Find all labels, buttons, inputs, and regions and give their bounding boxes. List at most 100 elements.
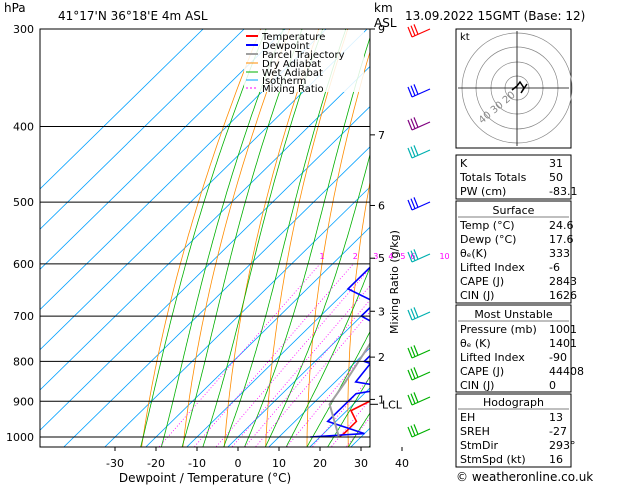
- most-unstable-row-label: θₑ (K): [460, 337, 491, 350]
- x-tick-label: 40: [395, 457, 409, 470]
- wind-barb-feather: [407, 369, 413, 381]
- legend: Temperature Dewpoint Parcel Trajectory D…: [244, 30, 364, 95]
- wind-barb: [407, 117, 431, 131]
- wind-barb-feather: [407, 347, 413, 359]
- wet-adiabat-line: [140, 29, 267, 447]
- wind-barb-feather: [413, 84, 419, 95]
- isotherm-line: [186, 266, 370, 447]
- mixing-ratio-line: [244, 299, 370, 447]
- surface-title: Surface: [493, 204, 535, 217]
- wind-barb-feather: [413, 424, 419, 435]
- legend-dewpoint: Dewpoint: [262, 41, 310, 52]
- wet-adiabat-line: [160, 29, 284, 447]
- mixing-ratio-line: [158, 263, 321, 447]
- wind-barb-feather: [407, 426, 413, 438]
- most-unstable-row-value: -90: [549, 351, 567, 364]
- wind-barb-feather: [410, 85, 416, 96]
- index-value: 50: [549, 171, 563, 184]
- pressure-tick-label: 500: [13, 196, 34, 209]
- most-unstable-row-value: 1001: [549, 323, 577, 336]
- wind-barb-feather: [410, 346, 416, 357]
- dry-adiabat-line: [347, 179, 370, 447]
- mixing-ratio-label: 4: [388, 252, 393, 261]
- index-label: Totals Totals: [459, 171, 527, 184]
- datetime-label: 13.09.2022 15GMT (Base: 12): [405, 9, 585, 23]
- wind-barb-feather: [410, 425, 416, 436]
- wind-barb-feather: [413, 117, 419, 128]
- wind-barb-feather: [407, 119, 413, 131]
- wind-barb-feather: [413, 367, 419, 378]
- wind-barb: [407, 345, 431, 359]
- background-lines: [40, 29, 629, 454]
- isotherm-line: [145, 226, 370, 447]
- surface-box: [455, 200, 572, 304]
- wind-barb-feather: [413, 249, 419, 260]
- wind-barb: [407, 24, 431, 38]
- wind-barb-feather: [413, 307, 419, 318]
- surface-row-value: 1626: [549, 289, 577, 302]
- legend-isotherm: Isotherm: [262, 76, 306, 87]
- hodograph-row-label: EH: [460, 411, 475, 424]
- wind-barb-feather: [410, 393, 416, 404]
- km-tick-label: 9: [378, 23, 385, 36]
- wind-barb-feather: [410, 368, 416, 379]
- series-parcel-trajectory: [328, 341, 370, 438]
- surface-row-value: 333: [549, 247, 570, 260]
- pressure-tick-label: 1000: [6, 431, 34, 444]
- indices-table: K 31 Totals Totals 50 PW (cm) -83.1 Surface Tem…: [455, 154, 584, 468]
- indices-box: [455, 154, 572, 200]
- surface-row-label: Dewp (°C): [460, 233, 516, 246]
- mixing-ratio-label: 5: [400, 252, 405, 261]
- pressure-tick-label: 300: [13, 23, 34, 36]
- hodograph-row-value: 16: [549, 453, 563, 466]
- hodograph-title: Hodograph: [483, 396, 544, 409]
- wind-barb-feather: [413, 197, 419, 208]
- km-tick-label: 2: [378, 351, 385, 364]
- isotherm-line: [268, 347, 370, 447]
- surface-row-label: CAPE (J): [460, 275, 504, 288]
- wind-barb-feather: [413, 24, 419, 35]
- surface-row-label: Temp (°C): [459, 219, 515, 232]
- surface-row-value: 24.6: [549, 219, 574, 232]
- surface-row-label: CIN (J): [460, 289, 494, 302]
- most-unstable-row-label: CAPE (J): [460, 365, 504, 378]
- pressure-tick-label: 800: [13, 355, 34, 368]
- dry-adiabat-line: [601, 29, 629, 454]
- wet-adiabat-line: [223, 29, 347, 447]
- x-tick-label: 10: [272, 457, 286, 470]
- dry-adiabat-line: [141, 29, 262, 447]
- x-tick-label: -30: [106, 457, 124, 470]
- km-tick-label: 5: [378, 252, 385, 265]
- pressure-tick-label: 700: [13, 310, 34, 323]
- hodograph-row-value: 293°: [549, 439, 576, 452]
- x-tick-label: 30: [354, 457, 368, 470]
- isotherm-line: [40, 106, 370, 431]
- wind-barb: [407, 84, 431, 98]
- index-label: K: [460, 157, 468, 170]
- mixing-ratio-label: 1: [320, 252, 325, 261]
- wind-barb-feather: [410, 118, 416, 129]
- wind-barb-feather: [410, 198, 416, 209]
- legend-parcel: Parcel Trajectory: [262, 50, 345, 61]
- index-value: -83.1: [549, 185, 577, 198]
- km-tick-label: 1: [378, 393, 385, 406]
- hodograph-trace: [511, 80, 528, 94]
- wind-barb: [407, 367, 431, 381]
- hodograph-row-label: SREH: [460, 425, 490, 438]
- x-axis-title: Dewpoint / Temperature (°C): [119, 471, 291, 485]
- mixing-ratio-line: [215, 267, 370, 447]
- wind-barb: [407, 424, 431, 438]
- wet-adiabat-line: [327, 375, 370, 447]
- series-dewpoint: [310, 266, 370, 438]
- mixing-ratio-line: [193, 263, 354, 447]
- isotherm-line: [40, 29, 286, 270]
- hodograph-row-value: -27: [549, 425, 567, 438]
- most-unstable-row-label: Lifted Index: [460, 351, 525, 364]
- isotherm-line: [40, 29, 245, 230]
- dry-adiabat-line: [182, 29, 291, 447]
- isotherm-line: [104, 186, 370, 447]
- wind-barb-feather: [410, 146, 416, 157]
- x-tick-label: 20: [313, 457, 327, 470]
